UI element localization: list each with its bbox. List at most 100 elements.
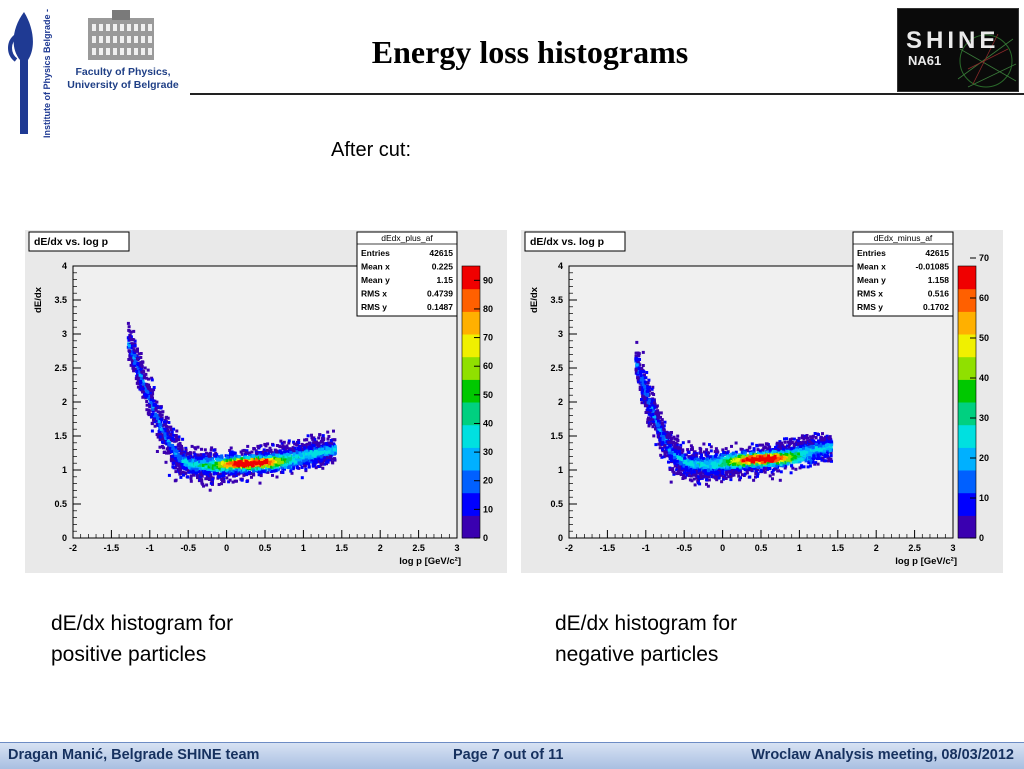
heatmap-cell [680, 473, 683, 476]
heatmap-cell [159, 435, 162, 438]
na61-logo-text: NA61 [908, 53, 941, 68]
heatmap-cell [638, 367, 641, 370]
heatmap-cell [699, 447, 702, 450]
heatmap-cell [166, 429, 169, 432]
heatmap-cell [716, 449, 719, 452]
heatmap-cell [305, 462, 308, 465]
heatmap-cell [185, 461, 188, 464]
heatmap-cell [687, 440, 690, 443]
heatmap-cell [139, 374, 142, 377]
heatmap-cell [136, 357, 139, 360]
heatmap-cell [298, 447, 301, 450]
heatmap-cell [199, 464, 202, 467]
x-axis-title: log p [GeV/c²] [399, 556, 461, 567]
heatmap-cell [139, 356, 142, 359]
heatmap-cell [773, 450, 776, 453]
heatmap-cell [140, 352, 143, 355]
heatmap-cell [268, 462, 271, 465]
heatmap-cell [753, 447, 756, 450]
heatmap-cell [304, 468, 307, 471]
heatmap-cell [260, 470, 263, 473]
heatmap-cell [790, 464, 793, 467]
heatmap-cell [205, 484, 208, 487]
heatmap-cell [214, 455, 217, 458]
heatmap-cell [305, 438, 308, 441]
heatmap-cell [130, 364, 133, 367]
heatmap-cell [284, 466, 287, 469]
heatmap-cell [673, 443, 676, 446]
stats-name: dEdx_plus_af [381, 233, 433, 243]
heatmap-cell [690, 444, 693, 447]
heatmap-cell [200, 460, 203, 463]
heatmap-cell [206, 473, 209, 476]
heatmap-cell [159, 423, 162, 426]
heatmap-cell [278, 461, 281, 464]
heatmap-cell [787, 463, 790, 466]
stats-label: Mean x [361, 262, 390, 272]
heatmap-cell [263, 470, 266, 473]
heatmap-cell [303, 464, 306, 467]
heatmap-cell [293, 452, 296, 455]
shine-logo-text: SHINE [906, 27, 999, 55]
institute-of-physics-logo: Institute of Physics Belgrade - Serbia [6, 8, 60, 138]
heatmap-cell [245, 463, 248, 466]
heatmap-cell [128, 350, 131, 353]
heatmap-cell [214, 466, 217, 469]
heatmap-cell [159, 446, 162, 449]
heatmap-cell [737, 475, 740, 478]
heatmap-cell [252, 455, 255, 458]
palette-band [462, 470, 480, 493]
heatmap-cell [797, 452, 800, 455]
heatmap-cell [155, 401, 158, 404]
heatmap-cell [175, 430, 178, 433]
heatmap-cell [776, 442, 779, 445]
heatmap-cell [159, 411, 162, 414]
heatmap-cell [315, 461, 318, 464]
heatmap-cell [333, 457, 336, 460]
heatmap-cell [326, 431, 329, 434]
heatmap-cell [269, 447, 272, 450]
x-tick-label: 0 [224, 543, 229, 553]
heatmap-cell [153, 386, 156, 389]
heatmap-cell [210, 446, 213, 449]
heatmap-cell [152, 399, 155, 402]
z-tick-label: 40 [483, 418, 493, 428]
page-title: Energy loss histograms [300, 34, 760, 71]
heatmap-cell [322, 434, 325, 437]
heatmap-cell [242, 468, 245, 471]
heatmap-cell [752, 479, 755, 482]
heatmap-cell [651, 425, 654, 428]
heatmap-cell [185, 464, 188, 467]
x-tick-label: 2.5 [412, 543, 425, 553]
heatmap-cell [272, 453, 275, 456]
heatmap-cell [317, 457, 320, 460]
heatmap-cell [272, 459, 275, 462]
heatmap-cell [229, 479, 232, 482]
palette-band [462, 515, 480, 538]
heatmap-cell [260, 474, 263, 477]
palette-band [462, 425, 480, 448]
heatmap-cell [139, 380, 142, 383]
heatmap-cell [231, 453, 234, 456]
heatmap-cell [817, 433, 820, 436]
heatmap-cell [208, 455, 211, 458]
heatmap-cell [261, 465, 264, 468]
heatmap-cell [169, 426, 172, 429]
heatmap-cell [308, 442, 311, 445]
heatmap-cell [174, 479, 177, 482]
heatmap-cell [178, 435, 181, 438]
heatmap-cell [175, 450, 178, 453]
heatmap-cell [317, 437, 320, 440]
heatmap-cell [240, 451, 243, 454]
palette-band [462, 266, 480, 289]
institute-logo-text: Institute of Physics Belgrade - Serbia [42, 8, 52, 138]
heatmap-cell [699, 451, 702, 454]
heatmap-cell [790, 471, 793, 474]
heatmap-cell [264, 452, 267, 455]
heatmap-cell [171, 465, 174, 468]
heatmap-cell [669, 468, 672, 471]
stats-value: 0.225 [432, 262, 454, 272]
palette-band [462, 311, 480, 334]
heatmap-cell [234, 471, 237, 474]
heatmap-cell [151, 422, 154, 425]
